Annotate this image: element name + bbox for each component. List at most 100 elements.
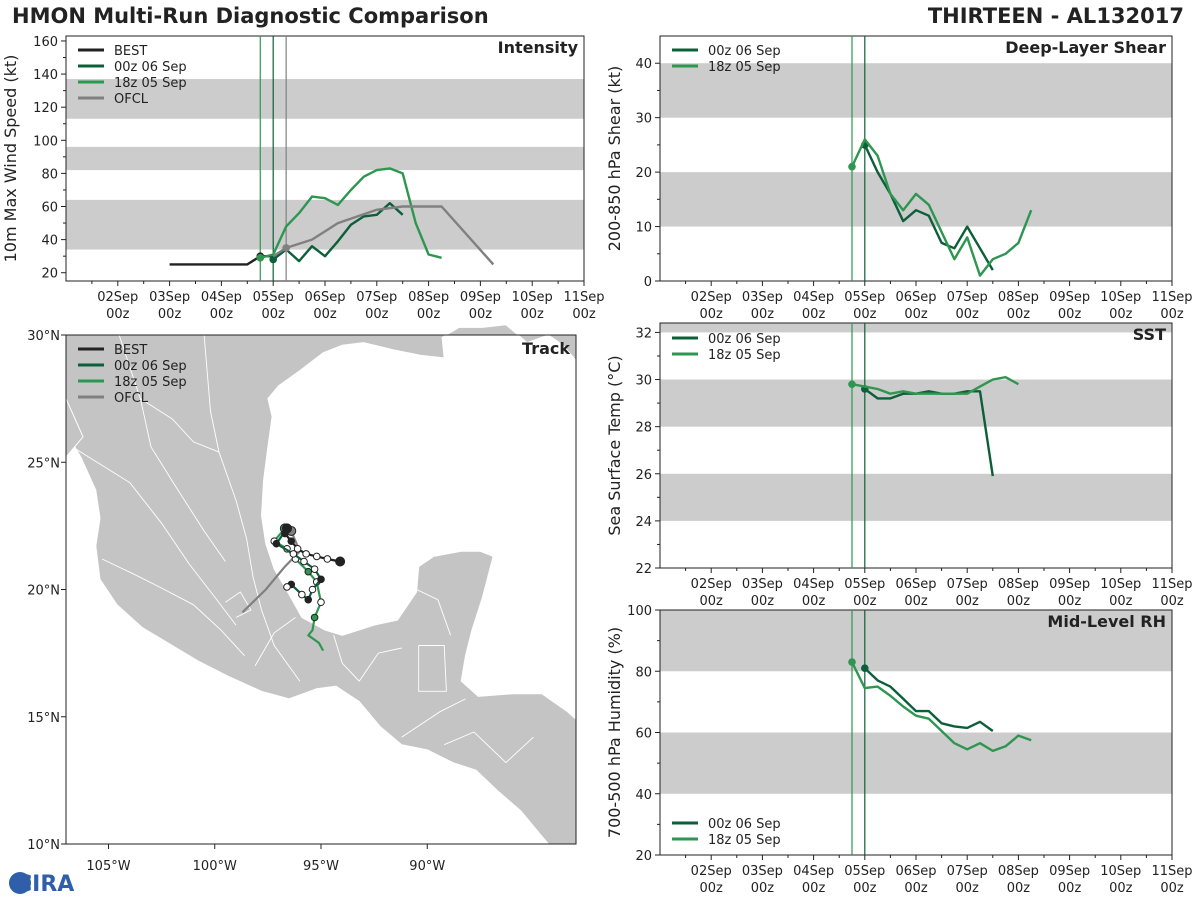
track-point-18z-05-sep	[310, 613, 319, 622]
x-tick-label: 11Sep	[1151, 290, 1192, 305]
x-tick-label: 10Sep	[1100, 290, 1141, 305]
legend-label-18z-05-sep: 18z 05 Sep	[708, 348, 781, 363]
band-1	[660, 610, 1172, 672]
panel-title: Mid-Level RH	[1047, 612, 1166, 631]
track-point-best	[335, 556, 346, 567]
x-tick-sublabel: 00z	[802, 307, 826, 322]
x-tick-sublabel: 00z	[1007, 881, 1031, 896]
x-tick-label: 05Sep	[253, 290, 294, 305]
y-tick-label: 24	[635, 515, 652, 530]
x-tick-label: 08Sep	[998, 577, 1039, 592]
y-axis-label: 10m Max Wind Speed (kt)	[1, 55, 20, 263]
series-line-18z-05-sep	[850, 138, 1033, 277]
y-tick-label: 0	[644, 275, 652, 290]
lat-tick-label: 15°N	[27, 711, 60, 726]
x-tick-label: 07Sep	[947, 864, 988, 879]
x-tick-label: 03Sep	[742, 577, 783, 592]
x-tick-label: 08Sep	[998, 290, 1039, 305]
track-point-00z-06-sep	[308, 585, 317, 594]
x-tick-label: 02Sep	[691, 864, 732, 879]
state-border	[140, 398, 220, 453]
track-point-best	[281, 529, 289, 538]
legend-label-18z-05-sep: 18z 05 Sep	[114, 76, 187, 91]
track-point-00z-06-sep	[289, 550, 298, 558]
x-tick-label: 09Sep	[1049, 864, 1090, 879]
series-marker-ofcl	[282, 244, 290, 252]
x-tick-label: 05Sep	[844, 577, 885, 592]
x-tick-sublabel: 00z	[158, 307, 182, 322]
x-tick-sublabel: 00z	[802, 594, 826, 609]
x-tick-sublabel: 00z	[1109, 594, 1133, 609]
panel-title: Deep-Layer Shear	[1005, 38, 1166, 57]
track-point-00z-06-sep	[283, 583, 291, 591]
legend-label-best: BEST	[114, 343, 147, 358]
legend-label-ofcl: OFCL	[114, 391, 149, 406]
x-tick-sublabel: 00z	[1058, 594, 1082, 609]
y-tick-label: 160	[33, 35, 58, 50]
y-tick-label: 40	[41, 234, 58, 249]
x-tick-sublabel: 00z	[1109, 307, 1133, 322]
state-border	[333, 635, 402, 682]
x-tick-label: 11Sep	[1151, 864, 1192, 879]
lat-tick-label: 20°N	[27, 584, 60, 599]
storm-id-title: THIRTEEN - AL132017	[927, 4, 1184, 28]
series-marker-00z-06-sep	[861, 664, 869, 672]
x-tick-sublabel: 00z	[1058, 881, 1082, 896]
state-border	[203, 334, 248, 539]
x-tick-label: 03Sep	[742, 290, 783, 305]
x-tick-sublabel: 00z	[956, 307, 980, 322]
shear-chart: 0 10 20 30 40 02Sep 00z 03Sep 00z 04Sep 00z 05Sep 00…	[605, 35, 1193, 322]
x-tick-sublabel: 00z	[572, 307, 596, 322]
band-1	[660, 379, 1172, 427]
x-tick-label: 05Sep	[844, 290, 885, 305]
series-line-ofcl	[272, 205, 495, 266]
lon-tick-label: 95°W	[303, 859, 339, 874]
series-marker-18z-05-sep	[848, 380, 856, 389]
band-0	[660, 172, 1172, 227]
y-tick-label: 30	[635, 374, 652, 389]
figure-title: HMON Multi-Run Diagnostic Comparison	[12, 4, 489, 28]
track-line-ofcl	[241, 530, 301, 614]
x-tick-label: 05Sep	[844, 864, 885, 879]
series-marker-18z-05-sep	[848, 162, 856, 171]
track-point-18z-05-sep	[304, 567, 313, 576]
track-point-best	[323, 555, 332, 563]
track-point-00z-06-sep	[310, 565, 319, 573]
x-tick-sublabel: 00z	[1160, 594, 1184, 609]
x-tick-sublabel: 00z	[106, 307, 130, 322]
x-tick-label: 06Sep	[895, 864, 936, 879]
x-tick-sublabel: 00z	[1058, 307, 1082, 322]
x-tick-label: 10Sep	[1100, 577, 1141, 592]
intensity-chart: 20 40 60 80 100 120 140 160 02Sep 00z 03Sep 00z 04Se…	[1, 35, 605, 322]
legend-label-00z-06-sep: 00z 06 Sep	[708, 332, 781, 347]
x-tick-label: 11Sep	[563, 290, 604, 305]
x-tick-sublabel: 00z	[956, 594, 980, 609]
lat-tick-label: 30°N	[27, 329, 60, 344]
y-axis-label: 200-850 hPa Shear (kt)	[605, 66, 624, 252]
legend-label-best: BEST	[114, 44, 147, 59]
series-line-18z-05-sep	[850, 661, 1032, 753]
y-tick-label: 30	[635, 112, 652, 127]
y-tick-label: 100	[627, 604, 652, 619]
logo-text: CIRA	[16, 872, 74, 897]
state-border	[416, 589, 452, 636]
x-tick-sublabel: 00z	[853, 881, 877, 896]
y-tick-label: 22	[635, 562, 652, 577]
x-tick-label: 10Sep	[512, 290, 553, 305]
lat-tick-label: 25°N	[27, 456, 60, 471]
y-tick-label: 20	[41, 267, 58, 282]
y-tick-label: 80	[41, 167, 58, 182]
x-tick-sublabel: 00z	[904, 594, 928, 609]
x-tick-label: 06Sep	[304, 290, 345, 305]
x-tick-label: 11Sep	[1151, 577, 1192, 592]
lat-tick-label: 10°N	[27, 838, 60, 853]
x-tick-label: 09Sep	[1049, 290, 1090, 305]
lon-tick-label: 105°W	[86, 859, 130, 874]
y-tick-label: 80	[635, 665, 652, 680]
y-tick-label: 120	[33, 101, 58, 116]
track-point-00z-06-sep	[317, 575, 325, 584]
sst-chart: 22 24 26 28 30 32 02Sep 00z 03Sep 00z 04Sep 00z 05Se…	[605, 322, 1193, 609]
x-tick-label: 03Sep	[149, 290, 190, 305]
x-tick-label: 09Sep	[460, 290, 501, 305]
track-point-00z-06-sep	[304, 595, 313, 604]
